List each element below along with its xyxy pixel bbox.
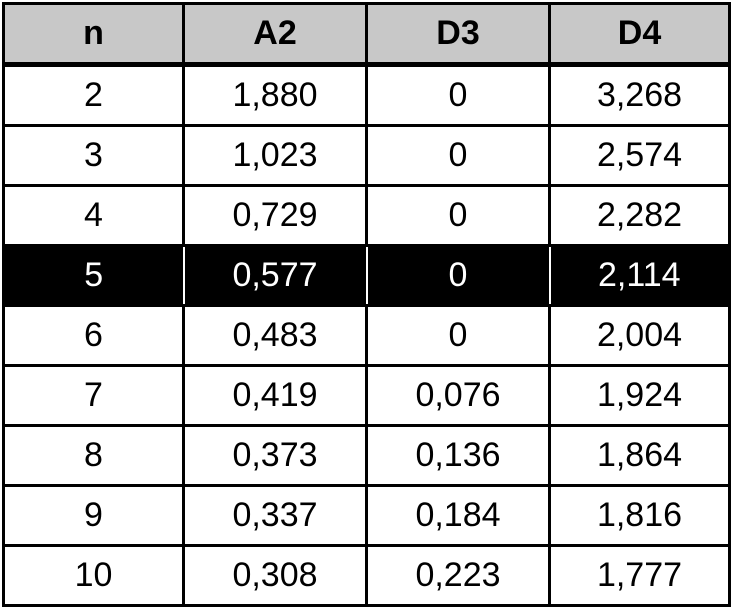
cell-n: 6 (2, 304, 185, 367)
cell-n: 3 (2, 124, 185, 187)
table-row: 6 0,483 0 2,004 (2, 304, 731, 367)
table-row: 4 0,729 0 2,282 (2, 184, 731, 247)
cell-n: 8 (2, 424, 185, 487)
cell-n: 4 (2, 184, 185, 247)
cell-d4: 1,864 (548, 424, 731, 487)
cell-d3: 0,136 (365, 424, 551, 487)
cell-a2: 0,729 (182, 184, 368, 247)
cell-n: 9 (2, 484, 185, 547)
cell-a2: 0,373 (182, 424, 368, 487)
cell-a2: 0,337 (182, 484, 368, 547)
cell-d3: 0,184 (365, 484, 551, 547)
cell-d4: 2,114 (548, 244, 731, 307)
cell-a2: 0,308 (182, 544, 368, 607)
table-row: 8 0,373 0,136 1,864 (2, 424, 731, 487)
cell-d4: 3,268 (548, 63, 731, 127)
cell-d3: 0 (365, 304, 551, 367)
cell-d3: 0 (365, 124, 551, 187)
cell-d4: 2,004 (548, 304, 731, 367)
cell-d4: 1,777 (548, 544, 731, 607)
cell-d4: 1,816 (548, 484, 731, 547)
table-row: 9 0,337 0,184 1,816 (2, 484, 731, 547)
cell-n: 10 (2, 544, 185, 607)
cell-n: 2 (2, 63, 185, 127)
cell-d3: 0,223 (365, 544, 551, 607)
table-row: 2 1,880 0 3,268 (2, 63, 731, 127)
cell-d3: 0 (365, 63, 551, 127)
cell-n: 5 (2, 244, 185, 307)
cell-d4: 2,574 (548, 124, 731, 187)
cell-d4: 2,282 (548, 184, 731, 247)
table-row: 10 0,308 0,223 1,777 (2, 544, 731, 607)
cell-a2: 0,419 (182, 364, 368, 427)
header-d3: D3 (365, 2, 551, 67)
header-d4: D4 (548, 2, 731, 67)
cell-n: 7 (2, 364, 185, 427)
cell-d3: 0 (365, 244, 551, 307)
cell-d3: 0,076 (365, 364, 551, 427)
table-row: 3 1,023 0 2,574 (2, 124, 731, 187)
header-n: n (2, 2, 185, 67)
table-row: 7 0,419 0,076 1,924 (2, 364, 731, 427)
header-row: n A2 D3 D4 (2, 2, 731, 67)
cell-a2: 1,023 (182, 124, 368, 187)
cell-d3: 0 (365, 184, 551, 247)
cell-a2: 1,880 (182, 63, 368, 127)
cell-a2: 0,577 (182, 244, 368, 307)
cell-a2: 0,483 (182, 304, 368, 367)
cell-d4: 1,924 (548, 364, 731, 427)
table-row-highlighted: 5 0,577 0 2,114 (2, 244, 731, 307)
header-a2: A2 (182, 2, 368, 67)
